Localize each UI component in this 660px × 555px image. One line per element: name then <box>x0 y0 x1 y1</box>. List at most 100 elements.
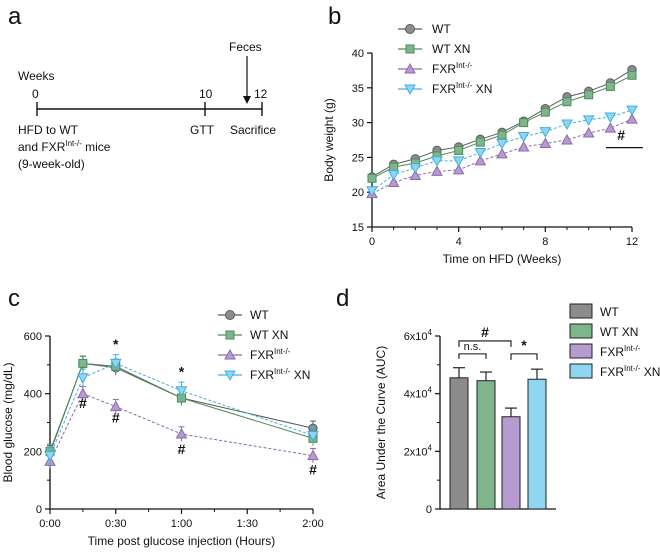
b-x-tick-label: 0 <box>369 236 375 248</box>
c-annotation: * <box>113 336 119 352</box>
c-y-tick-label: 600 <box>24 331 42 343</box>
blood-glucose-chart: 0 200 400 600 0:00 0:30 1:00 1:30 2:00 Time post … <box>1 331 324 548</box>
b-data-point <box>627 70 637 80</box>
d-sig-star-label: * <box>521 337 527 353</box>
weeks-label: Weeks <box>18 69 54 83</box>
legend-d-fxr-xn-label: FXRInt-/- XN <box>600 364 660 379</box>
b-y-tick-label: 30 <box>352 118 364 130</box>
b-data-point <box>431 156 443 167</box>
b-data-point <box>539 127 552 138</box>
c-data-point <box>307 449 319 461</box>
b-data-point <box>366 186 378 197</box>
gtt-label: GTT <box>190 123 215 137</box>
legend-c-fxr-label: FXRInt-/- <box>250 347 291 362</box>
hfd-line-3: (9-week-old) <box>18 157 85 171</box>
legend-fxr-marker <box>404 62 416 74</box>
b-data-point <box>582 127 595 138</box>
b-data-point <box>496 147 508 159</box>
legend-c-wt-label: WT <box>250 308 269 322</box>
c-data-point <box>175 386 188 397</box>
c-data-point <box>44 451 56 462</box>
b-data-point <box>604 112 617 124</box>
c-x-tick-label: 1:30 <box>237 518 258 530</box>
legend-wt-marker <box>405 24 415 34</box>
body-weight-chart: 15 20 25 30 35 40 0 4 8 12 Time on HFD (Weeks) Body… <box>322 48 643 266</box>
legend-fxr-xn-marker <box>404 84 416 96</box>
panel-c: c 0 200 400 600 0:00 0:30 1:00 1:30 2:00 Time pos… <box>1 285 324 548</box>
c-annotation: # <box>309 461 317 477</box>
b-x-tick-label: 12 <box>626 236 638 248</box>
b-y-tick-label: 20 <box>352 187 364 199</box>
hfd-line-1: HFD to WT <box>18 123 79 137</box>
b-data-point <box>517 132 530 143</box>
b-data-point <box>582 115 595 126</box>
feces-label: Feces <box>229 40 262 54</box>
b-data-point <box>454 145 464 155</box>
legend-c-fxr-xn-marker <box>224 370 236 382</box>
b-data-point <box>474 148 487 159</box>
b-data-point <box>519 118 529 128</box>
legend-d-wt-xn-label: WT XN <box>600 325 638 339</box>
c-x-tick-label: 0:30 <box>105 518 126 530</box>
b-data-point <box>517 140 530 152</box>
d-bar <box>527 378 547 510</box>
timeline-tick-12: 12 <box>254 87 268 101</box>
b-y-tick-label: 40 <box>352 48 364 60</box>
b-data-point <box>387 176 400 187</box>
c-data-point <box>175 428 188 439</box>
c-data-point <box>77 387 89 399</box>
b-x-tick-label: 4 <box>456 236 462 248</box>
b-data-point <box>584 90 594 100</box>
legend-c-fxr-xn-label: FXRInt-/- XN <box>250 367 310 382</box>
timeline-tick-0: 0 <box>32 87 39 101</box>
c-annotation: * <box>179 363 185 379</box>
b-data-point <box>367 173 377 183</box>
d-sig-ns-label: n.s. <box>464 341 482 353</box>
legend-c-wt-marker <box>225 310 235 320</box>
panel-b: b 15 20 25 30 35 40 0 4 8 12 Time on HFD (Weeks) Bo… <box>322 3 643 266</box>
b-data-point <box>409 163 422 174</box>
b-data-point <box>626 105 638 117</box>
legend-wt-label: WT <box>432 22 451 36</box>
b-data-point <box>540 107 550 117</box>
panel-d-letter: d <box>336 285 349 312</box>
c-x-axis-title: Time post glucose injection (Hours) <box>88 534 276 548</box>
timeline-tick-10: 10 <box>199 87 213 101</box>
d-sig-ns-bracket <box>458 353 487 359</box>
c-annotation: # <box>112 410 120 426</box>
d-bar <box>501 416 521 510</box>
b-data-point <box>452 156 465 167</box>
b-annotation: # <box>617 127 625 143</box>
panel-b-letter: b <box>328 3 341 30</box>
hfd-line-2: and FXRInt-/- mice <box>18 139 111 154</box>
d-y-tick-label: 0 <box>426 504 432 516</box>
b-data-point <box>496 138 508 150</box>
c-x-tick-label: 2:00 <box>302 518 323 530</box>
panel-c-legend: WT WT XN FXRInt-/- FXRInt-/- XN <box>218 308 310 382</box>
d-y-tick-label: 6x104 <box>404 328 433 343</box>
c-data-point <box>109 400 122 412</box>
b-data-point <box>604 122 617 133</box>
d-sig-hash-bracket <box>458 340 512 347</box>
b-y-tick-label: 15 <box>352 222 364 234</box>
panel-c-letter: c <box>8 285 20 312</box>
b-data-point <box>409 169 422 180</box>
d-y-axis-title: Area Under the Curve (AUC) <box>374 346 388 499</box>
b-data-point <box>626 113 638 124</box>
legend-c-fxr-marker <box>224 348 236 360</box>
b-data-point <box>387 170 400 181</box>
b-y-axis-title: Body weight (g) <box>322 98 336 181</box>
legend-wt-xn-label: WT XN <box>432 42 470 56</box>
b-data-point <box>561 119 573 131</box>
c-y-tick-label: 400 <box>24 389 42 401</box>
b-data-point <box>431 165 443 176</box>
b-x-axis-title: Time on HFD (Weeks) <box>443 252 562 266</box>
panel-d: d 0 2x104 4x104 6x104 Area Under the Curve (… <box>336 285 660 516</box>
c-x-tick-label: 0:00 <box>39 518 60 530</box>
c-data-point <box>77 373 89 384</box>
sacrifice-label: Sacrifice <box>230 123 276 137</box>
d-bar <box>449 377 469 510</box>
panel-d-legend: WT WT XN FXRInt-/- FXRInt-/- XN <box>569 303 660 379</box>
b-x-tick-label: 8 <box>542 236 548 248</box>
